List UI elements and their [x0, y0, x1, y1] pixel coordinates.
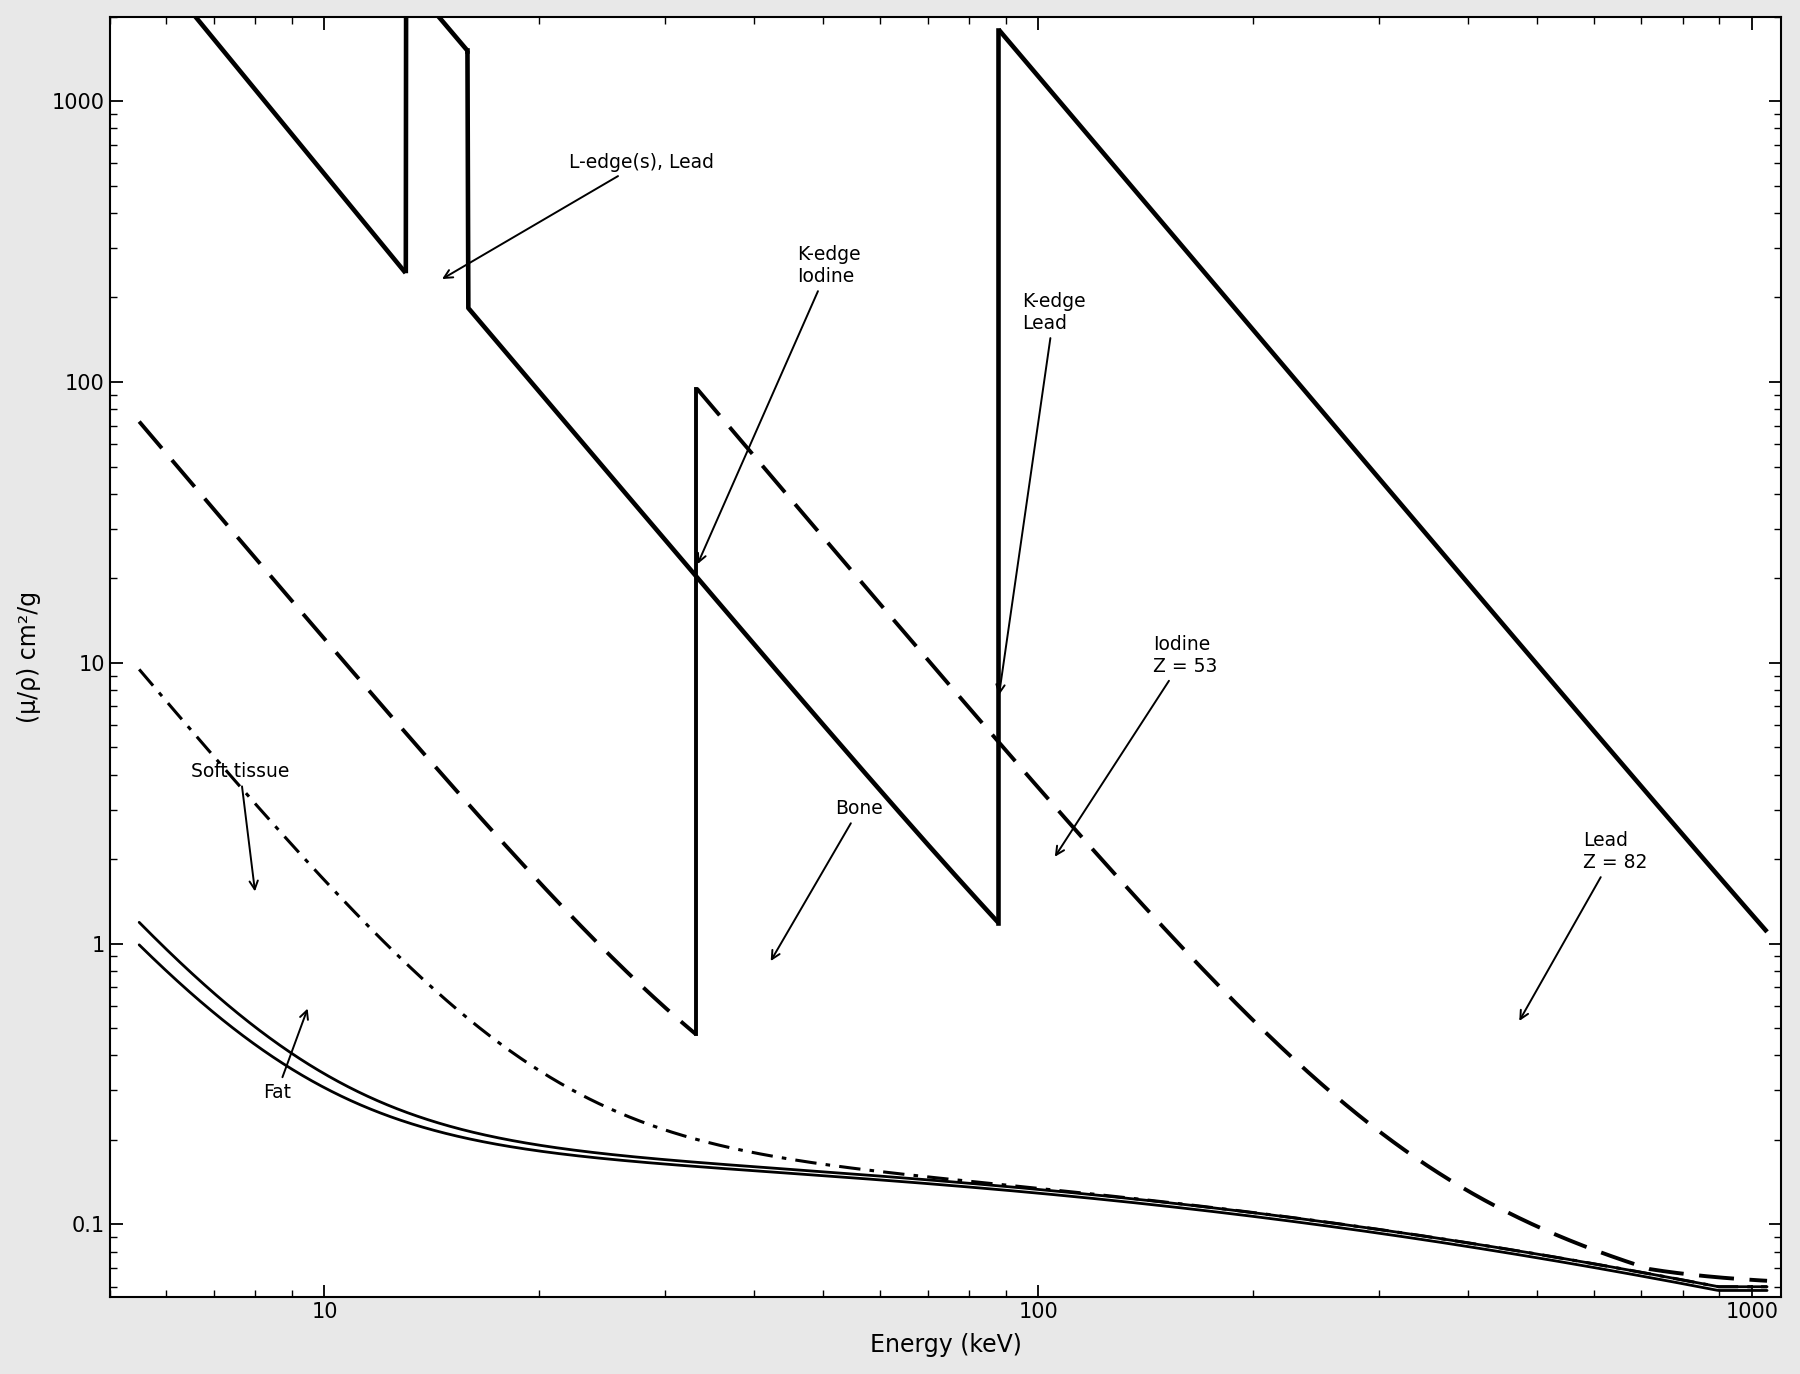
Text: Lead
Z = 82: Lead Z = 82 [1521, 831, 1647, 1020]
Text: Soft tissue: Soft tissue [191, 761, 290, 889]
Y-axis label: (μ/ρ) cm²/g: (μ/ρ) cm²/g [16, 591, 41, 723]
Text: K-edge
Lead: K-edge Lead [997, 291, 1085, 692]
Text: K-edge
Iodine: K-edge Iodine [698, 245, 860, 562]
Text: L-edge(s), Lead: L-edge(s), Lead [445, 153, 715, 278]
Text: Fat: Fat [263, 1011, 308, 1102]
Text: Iodine
Z = 53: Iodine Z = 53 [1057, 635, 1219, 855]
Text: Bone: Bone [772, 800, 884, 959]
X-axis label: Energy (keV): Energy (keV) [869, 1333, 1021, 1358]
